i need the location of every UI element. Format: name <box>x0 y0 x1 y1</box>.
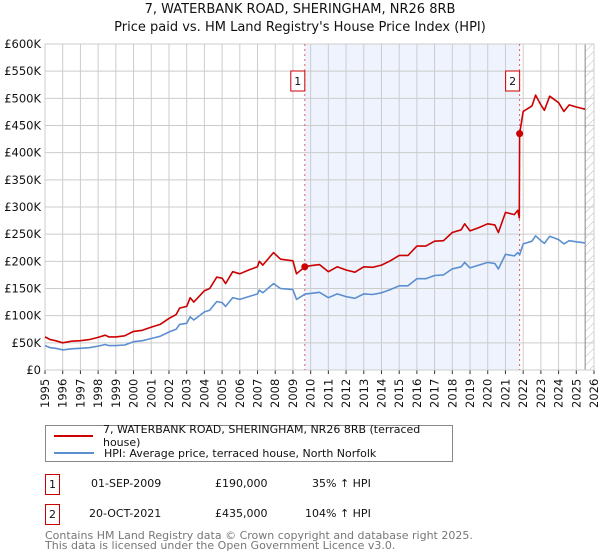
x-tick-label: 1998 <box>91 379 105 408</box>
sale-marker-badge <box>505 70 521 92</box>
y-tick-label: £150K <box>4 282 41 296</box>
sale-point-2 <box>516 130 524 138</box>
sale-price: £190,000 <box>215 477 268 490</box>
legend-line-red <box>54 435 93 437</box>
y-tick-label: £300K <box>4 200 41 214</box>
x-tick-label: 2005 <box>215 379 229 408</box>
x-tick-label: 2007 <box>251 379 265 408</box>
x-tick-label: 1995 <box>38 379 52 408</box>
legend-line-blue <box>54 452 94 454</box>
x-tick-label: 2010 <box>304 379 318 408</box>
sale-price: £435,000 <box>215 507 268 520</box>
x-tick-label: 2022 <box>516 379 530 408</box>
sale-hpi-diff: 35% ↑ HPI <box>312 477 371 490</box>
x-tick-label: 2019 <box>463 379 477 408</box>
x-tick-label: 2018 <box>445 379 459 408</box>
x-tick-label: 2015 <box>392 379 406 408</box>
legend-label: 7, WATERBANK ROAD, SHERINGHAM, NR26 8RB … <box>102 423 421 449</box>
sale-marker-badge <box>290 70 306 92</box>
x-tick-label: 2011 <box>321 379 335 408</box>
chart-subtitle: Price paid vs. HM Land Registry's House … <box>114 20 486 35</box>
legend-item-hpi: HPI: Average price, terraced house, Nort… <box>54 445 376 461</box>
y-tick-label: £350K <box>4 173 41 187</box>
x-tick-label: 2012 <box>339 379 353 408</box>
y-tick-label: £250K <box>4 227 41 241</box>
copyright-notice: Contains HM Land Registry data © Crown c… <box>45 529 473 542</box>
y-tick-label: £50K <box>12 336 42 350</box>
sale-number-badge: 2 <box>45 504 60 525</box>
y-tick-label: £400K <box>4 146 41 160</box>
y-tick-label: £600K <box>4 37 41 51</box>
x-tick-label: 2024 <box>552 379 566 408</box>
x-tick-label: 2000 <box>127 379 141 408</box>
x-tick-label: 2001 <box>144 379 158 408</box>
x-tick-label: 2025 <box>569 379 583 408</box>
sale-number-badge: 1 <box>45 474 60 495</box>
sale-marker-label: 1 <box>294 75 301 88</box>
x-tick-label: 2026 <box>587 379 600 408</box>
y-tick-label: £500K <box>4 91 41 105</box>
licence-notice: This data is licensed under the Open Gov… <box>45 539 396 552</box>
x-tick-label: 2020 <box>481 379 495 408</box>
x-tick-label: 2016 <box>410 379 424 408</box>
x-tick-label: 2009 <box>286 379 300 408</box>
property-line <box>44 94 586 344</box>
x-tick-label: 2023 <box>534 379 548 408</box>
chart-legend: 7, WATERBANK ROAD, SHERINGHAM, NR26 8RB … <box>45 423 453 462</box>
x-tick-label: 2008 <box>268 379 282 408</box>
sale-row: 2 20-OCT-2021 £435,000 104% ↑ HPI <box>45 504 465 525</box>
x-tick-label: 1996 <box>56 379 70 408</box>
y-tick-label: £550K <box>4 64 41 78</box>
x-tick-label: 2004 <box>197 379 211 408</box>
x-tick-label: 2013 <box>357 379 371 408</box>
x-tick-label: 2003 <box>180 379 194 408</box>
x-tick-label: 2021 <box>498 379 512 408</box>
x-tick-label: 2006 <box>233 379 247 408</box>
x-tick-label: 1999 <box>109 379 123 408</box>
y-tick-label: £200K <box>4 254 41 268</box>
sale-marker-label: 2 <box>509 75 516 88</box>
sale-hpi-diff: 104% ↑ HPI <box>305 507 371 520</box>
legend-label: HPI: Average price, terraced house, Nort… <box>104 446 377 460</box>
x-tick-label: 2017 <box>428 379 442 408</box>
sale-date: 20-OCT-2021 <box>89 507 162 520</box>
price-chart: 1995 1996 1997 1998 1999 2000 2001 2002 2003 2004… <box>4 37 600 408</box>
x-tick-label: 2002 <box>162 379 176 408</box>
chart-title: 7, WATERBANK ROAD, SHERINGHAM, NR26 8RB <box>144 2 456 17</box>
y-tick-label: £450K <box>4 119 41 133</box>
legend-item-property: 7, WATERBANK ROAD, SHERINGHAM, NR26 8RB … <box>54 423 452 449</box>
x-tick-label: 2014 <box>374 379 388 408</box>
sale-row: 1 01-SEP-2009 £190,000 35% ↑ HPI <box>45 474 465 495</box>
sale-date: 01-SEP-2009 <box>91 477 162 490</box>
x-tick-label: 1997 <box>73 379 87 408</box>
y-tick-label: £0 <box>26 363 41 377</box>
sale-point-1 <box>301 263 309 271</box>
hpi-line <box>44 235 586 351</box>
y-tick-label: £100K <box>4 309 41 323</box>
plot-frame <box>44 43 595 371</box>
